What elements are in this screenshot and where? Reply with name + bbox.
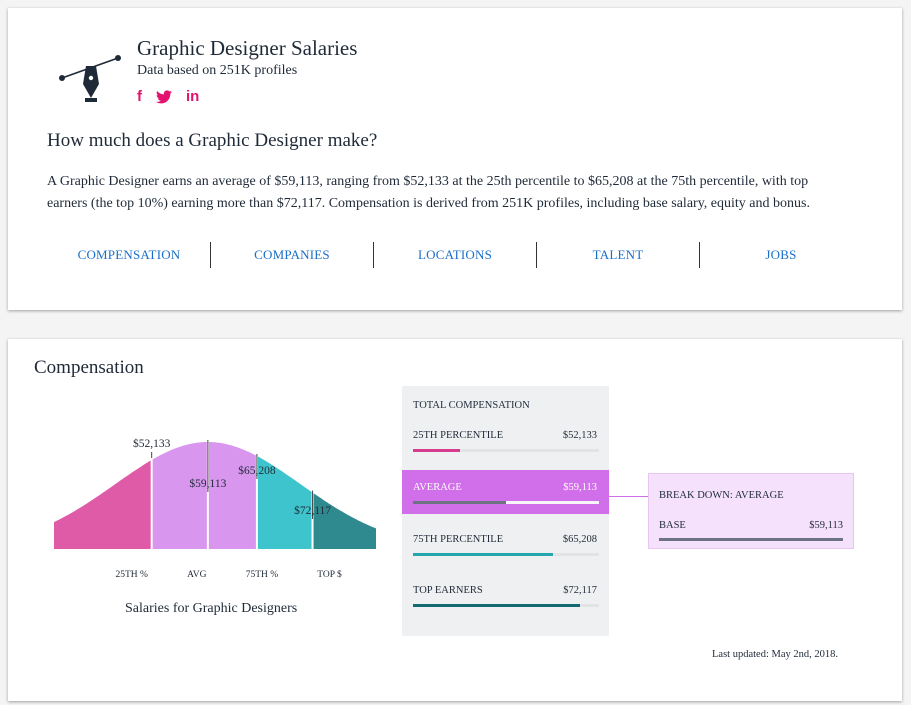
breakdown-connector [609, 496, 650, 497]
chart-caption: Salaries for Graphic Designers [125, 601, 298, 616]
chart-area-segment-top [312, 492, 376, 549]
comp-row-bar [413, 449, 460, 452]
salary-description: A Graphic Designer earns an average of $… [47, 174, 810, 211]
chart-axis-label: AVG [187, 570, 206, 579]
comp-row-value: $65,208 [562, 534, 597, 545]
comp-row-bar [413, 553, 553, 556]
breakdown-base-label: BASE [659, 520, 686, 531]
total-compensation-label: TOTAL COMPENSATION [413, 400, 530, 411]
breakdown-title: BREAK DOWN: AVERAGE [659, 490, 784, 501]
chart-value-label: $65,208 [238, 464, 276, 477]
comp-row-label: AVERAGE [413, 482, 462, 493]
tab-jobs[interactable]: JOBS [765, 247, 797, 262]
chart-area-segment-75th [256, 456, 313, 549]
comp-row-top-earners[interactable]: TOP EARNERS $72,117 [402, 585, 609, 609]
comp-row-75th[interactable]: 75TH PERCENTILE $65,208 [402, 534, 609, 558]
tab-divider [373, 242, 374, 268]
comp-row-track [413, 604, 599, 607]
chart-area-segment-avg [207, 442, 257, 549]
comp-row-track [413, 501, 599, 504]
page-title: Graphic Designer Salaries [137, 36, 358, 60]
tab-compensation[interactable]: COMPENSATION [77, 247, 181, 262]
tab-companies[interactable]: COMPANIES [254, 247, 330, 262]
tab-divider [536, 242, 537, 268]
linkedin-icon[interactable]: in [186, 88, 200, 105]
salary-distribution-chart: $52,133 25TH % $59,113 AVG $65,208 75TH % $72,… [54, 437, 376, 579]
tab-talent[interactable]: TALENT [592, 247, 644, 262]
compensation-title: Compensation [34, 357, 144, 378]
comp-row-track [413, 553, 599, 556]
chart-area-segment-25th [151, 442, 208, 549]
comp-row-value: $59,113 [563, 482, 597, 493]
comp-row-bar [413, 604, 581, 607]
breakdown-panel: BREAK DOWN: AVERAGE BASE $59,113 [648, 473, 854, 549]
tab-locations[interactable]: LOCATIONS [417, 247, 493, 262]
chart-axis-label: 25TH % [115, 570, 148, 579]
salary-question: How much does a Graphic Designer make? [47, 130, 378, 151]
comp-row-track [413, 449, 599, 452]
chart-axis-label: TOP $ [317, 569, 342, 579]
chart-value-label: $52,133 [133, 437, 171, 450]
total-compensation-panel: TOTAL COMPENSATION 25TH PERCENTILE $52,1… [402, 386, 609, 636]
twitter-icon[interactable] [156, 89, 172, 104]
breakdown-base-bar [659, 538, 843, 541]
summary-card: Graphic Designer Salaries Data based on … [8, 8, 902, 310]
chart-area-segment-bottom [54, 460, 152, 549]
comp-row-label: 75TH PERCENTILE [413, 534, 504, 545]
last-updated: Last updated: May 2nd, 2018. [712, 649, 838, 660]
comp-row-average[interactable]: AVERAGE $59,113 [402, 470, 609, 514]
comp-row-label: 25TH PERCENTILE [413, 430, 504, 441]
chart-axis-label: 75TH % [246, 570, 279, 579]
page-subtitle: Data based on 251K profiles [137, 63, 298, 78]
tab-divider [699, 242, 700, 268]
breakdown-base-value: $59,113 [809, 520, 843, 531]
facebook-icon[interactable]: f [137, 88, 142, 105]
section-tabs: COMPENSATION COMPANIES LOCATIONS TALENT … [48, 240, 862, 270]
comp-row-25th[interactable]: 25TH PERCENTILE $52,133 [402, 430, 609, 454]
compensation-card: Compensation $52,133 25TH % $59,113 AVG $65,… [8, 339, 902, 701]
pen-nib-logo-icon [59, 55, 121, 102]
chart-value-label: $72,117 [294, 504, 331, 517]
comp-row-label: TOP EARNERS [413, 585, 483, 596]
chart-value-label: $59,113 [189, 477, 226, 490]
social-links: f in [137, 88, 199, 105]
comp-row-value: $72,117 [563, 585, 597, 596]
comp-row-value: $52,133 [562, 430, 597, 441]
tab-divider [210, 242, 211, 268]
comp-row-bar [413, 501, 506, 504]
